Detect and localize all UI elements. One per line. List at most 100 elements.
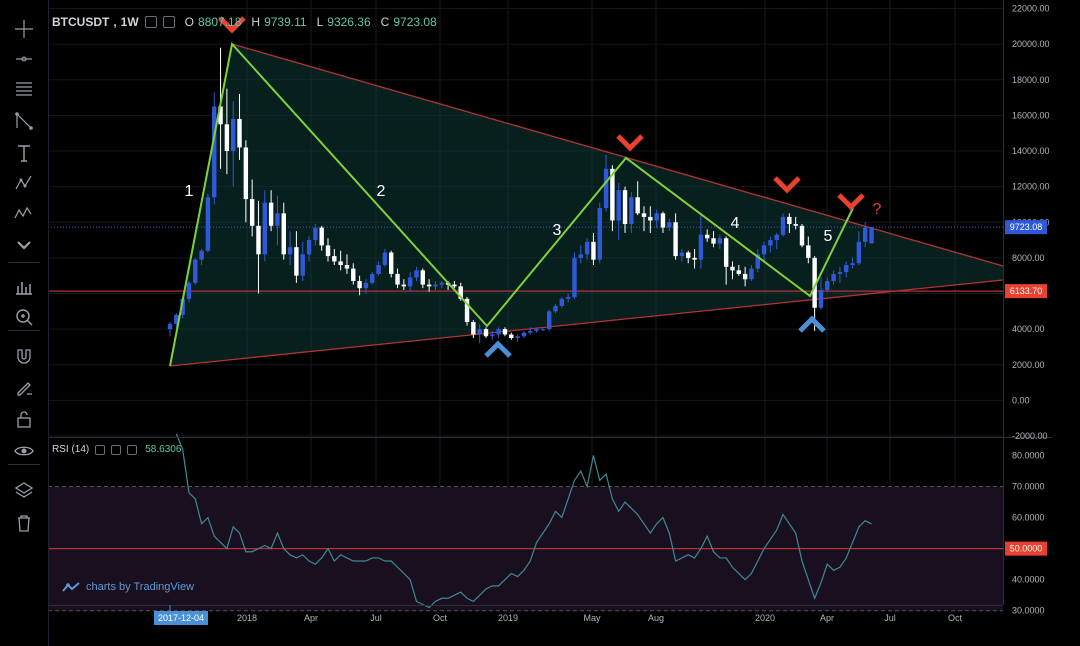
candle-body [294, 247, 299, 276]
tradingview-watermark[interactable]: charts by TradingView [62, 581, 194, 593]
magnet-tool-button[interactable] [10, 344, 38, 370]
projection-tool-button[interactable] [10, 170, 38, 196]
candle-body [439, 282, 444, 285]
candle-body [755, 254, 760, 269]
axis-price-tags: 2017-12-04 9723.08 6133.70 50.0000 [154, 220, 1047, 625]
candle-body [376, 265, 381, 274]
magnet-icon [17, 349, 31, 364]
candle-body [584, 241, 590, 255]
crosshair-icon [15, 20, 33, 38]
interval-label[interactable]: 1W [120, 15, 139, 29]
symbol-name[interactable]: BTCUSDT [52, 15, 110, 29]
rsi-visibility-icon[interactable] [95, 444, 106, 455]
close-label: C [380, 15, 390, 29]
price-tick-label: 12000.00 [1012, 182, 1050, 192]
wave-label: 4 [731, 215, 740, 232]
candle-body [799, 225, 805, 246]
candle-body [711, 238, 716, 244]
trash-icon [18, 515, 30, 532]
candle-body [471, 322, 476, 335]
candle-body [490, 334, 495, 337]
triangle-upper-line [231, 43, 1004, 267]
rsi-settings-icon[interactable] [111, 444, 122, 455]
candle-body [844, 265, 849, 273]
rsi-legend: RSI (14) 58.6306 [52, 444, 181, 455]
candle-body [243, 147, 249, 200]
trend-line-tool-button[interactable] [10, 46, 38, 72]
time-tick-label: Aug [648, 613, 664, 623]
candle-body [837, 272, 843, 274]
last-price-tag [1005, 220, 1047, 235]
candle-body [629, 197, 634, 225]
candle-body [496, 329, 501, 335]
bottom-marker-icon [798, 315, 826, 333]
candle-body [673, 222, 678, 257]
candle-body [351, 268, 356, 282]
candle-body [193, 259, 198, 283]
candle-body [256, 225, 261, 255]
rsi-tick-label: 40.0000 [1012, 575, 1045, 585]
rsi-value: 58.6306 [145, 444, 182, 455]
price-tick-label: 18000.00 [1012, 75, 1050, 85]
time-tick-label: Oct [948, 613, 963, 623]
candle-body [224, 124, 230, 151]
candle-body [174, 314, 179, 324]
text-tool-button[interactable] [10, 140, 38, 166]
layers-tool-button[interactable] [10, 478, 38, 504]
candle-body [768, 240, 773, 246]
candle-body [622, 190, 628, 225]
candle-body [603, 168, 609, 208]
candle-body [610, 168, 615, 221]
support-price-label: 6133.70 [1010, 286, 1043, 296]
rsi-mid-tag [1005, 541, 1047, 556]
candle-body [774, 234, 779, 241]
zoom-tool-button[interactable] [10, 304, 38, 330]
time-tick-label: Jul [884, 613, 896, 623]
price-tick-label: 14000.00 [1012, 146, 1050, 156]
pattern-tool-button[interactable] [10, 108, 38, 134]
legend-hide-icon[interactable] [162, 16, 175, 28]
zoom-icon [16, 309, 33, 326]
lock-drawing-icon [17, 382, 32, 396]
candle-body [370, 273, 375, 283]
time-tick-label: Apr [820, 613, 834, 623]
rsi-label[interactable]: RSI (14) [52, 444, 90, 455]
price-tick-label: 8000.00 [1012, 253, 1045, 263]
candle-body [698, 234, 704, 260]
candle-body [426, 284, 432, 287]
drawing-overlays [48, 43, 1004, 367]
candle-body [572, 257, 577, 298]
eye-tool-button[interactable] [10, 438, 38, 464]
candle-body [325, 245, 331, 257]
elliott-tool-button[interactable] [10, 200, 38, 226]
candle-body [850, 263, 855, 265]
price-tick-label: 0.00 [1012, 395, 1030, 405]
candle-body [218, 106, 223, 125]
text-icon [18, 145, 30, 162]
candle-body [578, 254, 583, 258]
candle-body [787, 216, 792, 225]
legend-settings-icon[interactable] [144, 16, 157, 28]
crosshair-tool-button[interactable] [10, 16, 38, 42]
candle-body [414, 270, 419, 278]
candle-body [363, 282, 369, 289]
wave-label: 1 [185, 183, 194, 200]
trash-tool-button[interactable] [10, 510, 38, 536]
rsi-close-icon[interactable] [127, 444, 138, 455]
candle-body [509, 334, 514, 339]
candle-body [591, 241, 596, 260]
lock-drawing-tool-button[interactable] [10, 374, 38, 400]
collapse-tool-button[interactable] [10, 232, 38, 258]
fib-icon [16, 82, 32, 96]
price-tick-label: 22000.00 [1012, 4, 1050, 14]
toolbar-divider [8, 464, 40, 465]
fib-tool-button[interactable] [10, 76, 38, 102]
candle-body [863, 227, 868, 242]
candle-body [761, 245, 767, 255]
candle-body [319, 227, 324, 246]
candle-body [477, 329, 482, 335]
candle-body [458, 286, 463, 299]
measure-tool-button[interactable] [10, 274, 38, 300]
unlock-tool-button[interactable] [10, 406, 38, 432]
